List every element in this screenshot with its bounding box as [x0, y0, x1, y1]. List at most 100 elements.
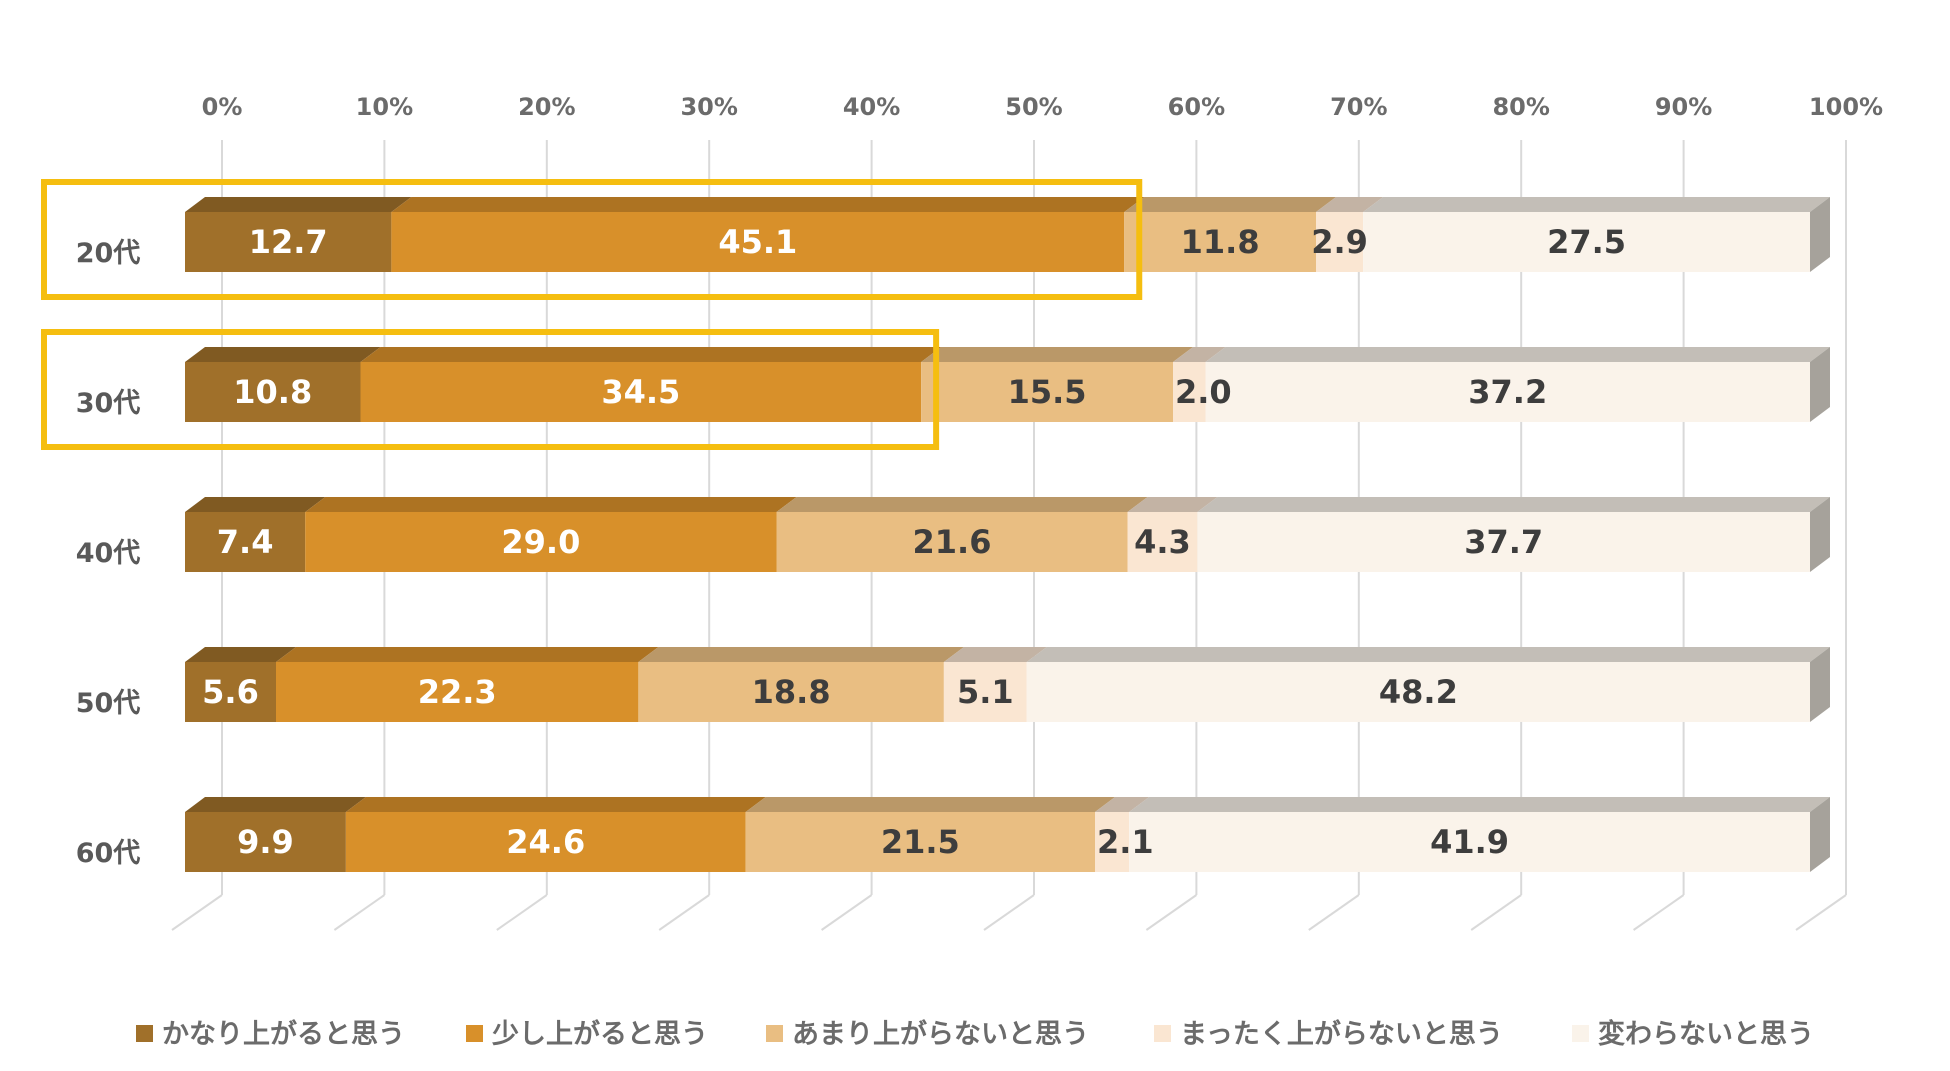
bar-top-face [943, 647, 1047, 662]
legend-swatch [466, 1025, 483, 1042]
bar-side-face [1810, 647, 1830, 722]
bar-segment [745, 812, 1095, 872]
floor-line [983, 894, 1035, 931]
legend-item: 変わらないと思う [1572, 1018, 1814, 1050]
bar-segment [1095, 812, 1130, 872]
floor-line [1145, 894, 1197, 931]
bar-top-face [1316, 197, 1384, 212]
category-label: 60代 [76, 838, 141, 869]
floor-line [1308, 894, 1360, 931]
data-label: 4.3 [1134, 523, 1191, 561]
bar-side-face [1810, 797, 1830, 872]
category-label: 30代 [76, 388, 141, 419]
highlight-box [41, 329, 940, 450]
bar-segment [345, 812, 746, 872]
bar-top-face [305, 497, 797, 512]
category-label: 40代 [76, 538, 141, 569]
x-tick-label: 90% [1655, 93, 1712, 121]
data-label: 2.0 [1175, 373, 1232, 411]
floor-line [821, 894, 873, 931]
bar-top-face [1197, 497, 1830, 512]
bar-top-face [921, 347, 1193, 362]
data-label: 2.1 [1097, 823, 1154, 861]
bar-segment [1316, 212, 1364, 272]
x-axis-ticks: 0% 10% 20% 30% 40% 50% 60% 70% 80% 90% 100% [202, 93, 1883, 121]
bar-segment [185, 662, 276, 722]
data-label: 10.8 [233, 373, 312, 411]
bar-side-face [1810, 347, 1830, 422]
bar-segment [943, 662, 1027, 722]
legend-label: 変わらないと思う [1598, 1018, 1814, 1050]
legend-label: 少し上がると思う [492, 1018, 708, 1050]
x-tick-label: 30% [680, 93, 737, 121]
bar-segment [1173, 362, 1206, 422]
data-label: 18.8 [752, 673, 831, 711]
bar-top-face [185, 497, 326, 512]
bar-top-face [276, 647, 659, 662]
data-label: 27.5 [1547, 223, 1626, 261]
floor-line [1633, 894, 1685, 931]
bar-top-face [1124, 197, 1336, 212]
legend: かなり上がると思う 少し上がると思う あまり上がらないと思う まったく上がらないと思う… [136, 1018, 1814, 1050]
x-tick-label: 10% [356, 93, 413, 121]
legend-label: かなり上がると思う [162, 1018, 405, 1050]
bar-top-face [1127, 497, 1218, 512]
data-label: 24.6 [506, 823, 585, 861]
legend-swatch [136, 1025, 153, 1042]
bar-segment [1129, 812, 1810, 872]
legend-item: あまり上がらないと思う [766, 1018, 1089, 1050]
bar-segment [1127, 512, 1198, 572]
x-tick-label: 80% [1492, 93, 1549, 121]
bar-side-face [1810, 197, 1830, 272]
bar-top-face [185, 347, 381, 362]
bar-segment [1363, 212, 1810, 272]
bar-segment [276, 662, 639, 722]
bar-segment [185, 362, 361, 422]
bar-segment [1124, 212, 1316, 272]
data-label: 37.7 [1464, 523, 1543, 561]
bar-segment [638, 662, 944, 722]
bar-top-face [1026, 647, 1830, 662]
bar-segment [185, 212, 392, 272]
bar-segment [185, 512, 306, 572]
data-label: 5.1 [957, 673, 1014, 711]
legend-item: まったく上がらないと思う [1154, 1018, 1503, 1050]
floor-line [1470, 894, 1522, 931]
data-label: 21.6 [913, 523, 992, 561]
data-label: 45.1 [718, 223, 797, 261]
floor-line [1795, 894, 1847, 931]
data-label: 48.2 [1379, 673, 1458, 711]
bar-top-face [1173, 347, 1226, 362]
legend-item: 少し上がると思う [466, 1018, 708, 1050]
bar-segment [305, 512, 777, 572]
bar-segment [391, 212, 1125, 272]
data-label: 9.9 [237, 823, 294, 861]
highlight-boxes [41, 179, 1143, 450]
data-label: 2.9 [1311, 223, 1368, 261]
bar-segment [921, 362, 1173, 422]
bar-segment [360, 362, 922, 422]
x-tick-label: 100% [1809, 93, 1883, 121]
data-label: 37.2 [1468, 373, 1547, 411]
legend-swatch [1154, 1025, 1171, 1042]
bar-segment [776, 512, 1128, 572]
legend-label: あまり上がらないと思う [792, 1018, 1089, 1050]
bar-segment [1197, 512, 1810, 572]
legend-label: まったく上がらないと思う [1180, 1018, 1503, 1050]
category-labels: 20代 30代 40代 50代 60代 [76, 238, 141, 869]
bar-top-face [776, 497, 1148, 512]
bar-top-face [1129, 797, 1830, 812]
x-tick-label: 60% [1168, 93, 1225, 121]
legend-swatch [766, 1025, 783, 1042]
bar-segment [185, 812, 346, 872]
floor-line [333, 894, 385, 931]
x-tick-label: 20% [518, 93, 575, 121]
bar-top-face [185, 197, 412, 212]
bar-top-face [360, 347, 942, 362]
x-tick-label: 40% [843, 93, 900, 121]
x-tick-label: 50% [1005, 93, 1062, 121]
data-label: 12.7 [249, 223, 328, 261]
x-tick-label: 70% [1330, 93, 1387, 121]
data-label: 22.3 [418, 673, 497, 711]
